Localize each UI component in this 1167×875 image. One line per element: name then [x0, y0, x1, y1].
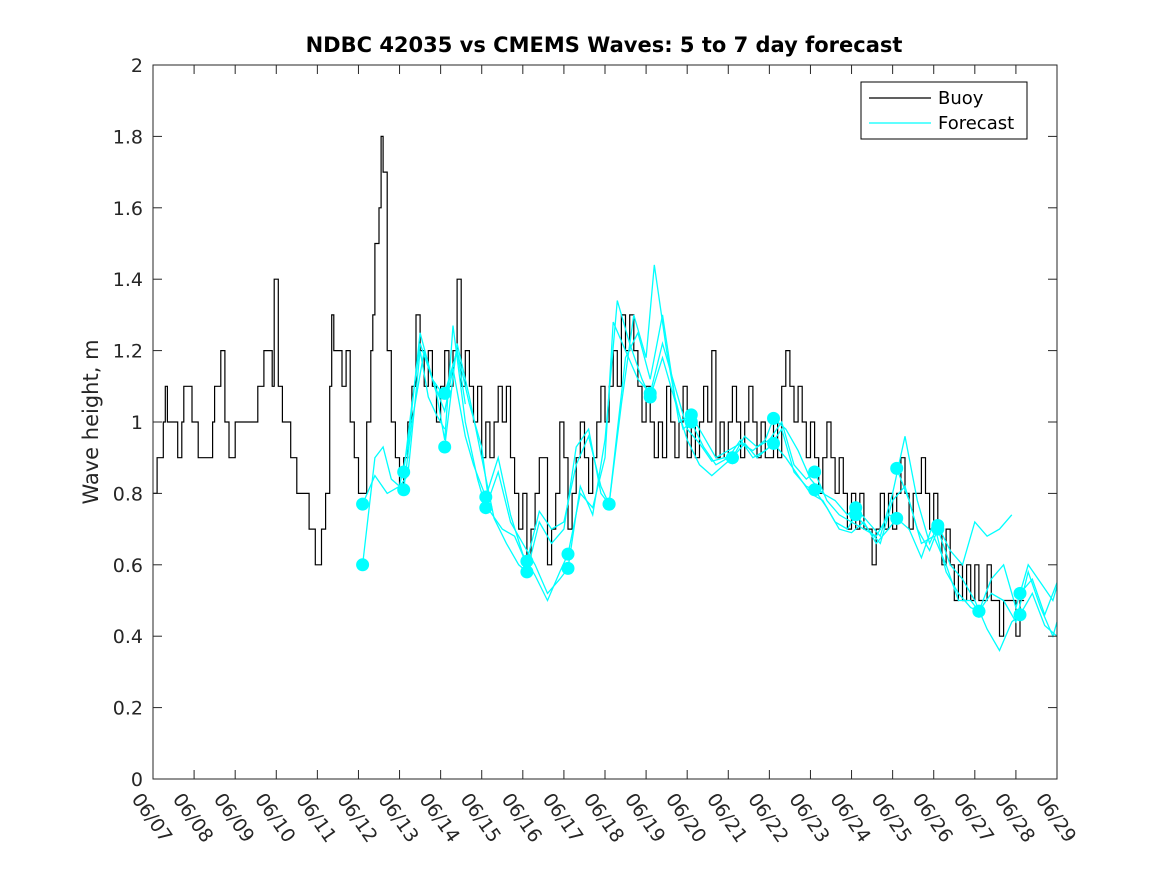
- forecast-start-marker-22: [808, 465, 822, 479]
- series-forecast-run-21: [773, 442, 857, 530]
- legend: Buoy Forecast: [860, 81, 1028, 140]
- y-tick-label-0: 0: [131, 769, 143, 791]
- series-forecast-run-25: [855, 484, 939, 553]
- forecast-start-marker-9: [520, 565, 534, 579]
- forecast-start-marker-4: [438, 386, 452, 400]
- y-tick-label-3: 0.6: [113, 555, 143, 577]
- y-tick-label-6: 1.2: [113, 341, 143, 363]
- forecast-start-marker-11: [561, 561, 575, 575]
- y-tick-label-8: 1.6: [113, 198, 143, 220]
- forecast-start-marker-1: [356, 558, 370, 572]
- forecast-start-marker-27: [890, 511, 904, 525]
- series-forecast-run-12: [608, 264, 692, 505]
- legend-label-0: Buoy: [938, 88, 984, 109]
- y-tick-label-1: 0.2: [113, 698, 143, 720]
- forecast-start-marker-21: [767, 436, 780, 450]
- forecast-start-marker-6: [479, 490, 493, 504]
- forecast-start-marker-10: [561, 547, 575, 561]
- forecast-start-marker-13: [602, 497, 616, 511]
- forecast-start-marker-23: [808, 483, 822, 497]
- forecast-start-marker-0: [356, 497, 370, 511]
- forecast-start-marker-33: [1013, 608, 1027, 622]
- series-forecast-run-18: [731, 420, 816, 481]
- series-forecast-run-33: [1019, 591, 1058, 637]
- legend-box: [860, 81, 1028, 140]
- forecast-start-marker-20: [767, 411, 780, 425]
- forecast-start-marker-8: [520, 554, 534, 568]
- series-forecast-run-22: [814, 471, 897, 538]
- series-forecast-run-15: [649, 355, 733, 477]
- chart-title: NDBC 42035 vs CMEMS Waves: 5 to 7 day fo…: [306, 33, 903, 57]
- series-forecast-run-14: [649, 340, 733, 463]
- forecast-start-marker-26: [890, 461, 904, 475]
- series-forecast-run-11: [567, 300, 651, 569]
- y-tick-label-4: 0.8: [113, 483, 143, 505]
- forecast-start-marker-7: [479, 501, 493, 515]
- series-forecast-run-0: [361, 350, 446, 565]
- y-tick-label-7: 1.4: [113, 269, 143, 291]
- forecast-start-marker-5: [438, 440, 452, 454]
- forecast-start-marker-2: [397, 465, 411, 479]
- series-forecast-run-2: [403, 343, 487, 498]
- series-forecast-run-27: [896, 517, 980, 612]
- series-buoy-line: [153, 135, 1025, 637]
- plot-area: [153, 135, 1058, 652]
- legend-label-1: Forecast: [938, 113, 1014, 134]
- y-axis-label: Wave height, m: [79, 339, 103, 504]
- forecast-start-marker-25: [849, 508, 863, 522]
- series-forecast-run-3: [403, 325, 487, 508]
- forecast-start-marker-17: [684, 415, 698, 429]
- forecast-start-marker-29: [931, 522, 945, 536]
- series-forecast-run-26: [896, 468, 980, 612]
- series-forecast-run-5: [444, 343, 528, 573]
- series-forecast-run-28: [937, 514, 1013, 567]
- series-forecast-run-16: [690, 414, 775, 459]
- forecast-start-marker-19: [725, 451, 739, 465]
- y-tick-label-10: 2: [131, 55, 143, 77]
- forecast-start-marker-15: [643, 390, 657, 404]
- series-forecast-run-32: [1019, 577, 1058, 617]
- forecast-start-marker-3: [397, 483, 411, 497]
- forecast-start-marker-32: [1013, 586, 1027, 600]
- y-tick-label-9: 1.8: [113, 126, 143, 148]
- forecast-start-marker-31: [972, 604, 986, 618]
- series-forecast-run-23: [814, 489, 898, 545]
- y-tick-label-2: 0.4: [113, 626, 143, 648]
- y-tick-label-5: 1: [131, 412, 143, 434]
